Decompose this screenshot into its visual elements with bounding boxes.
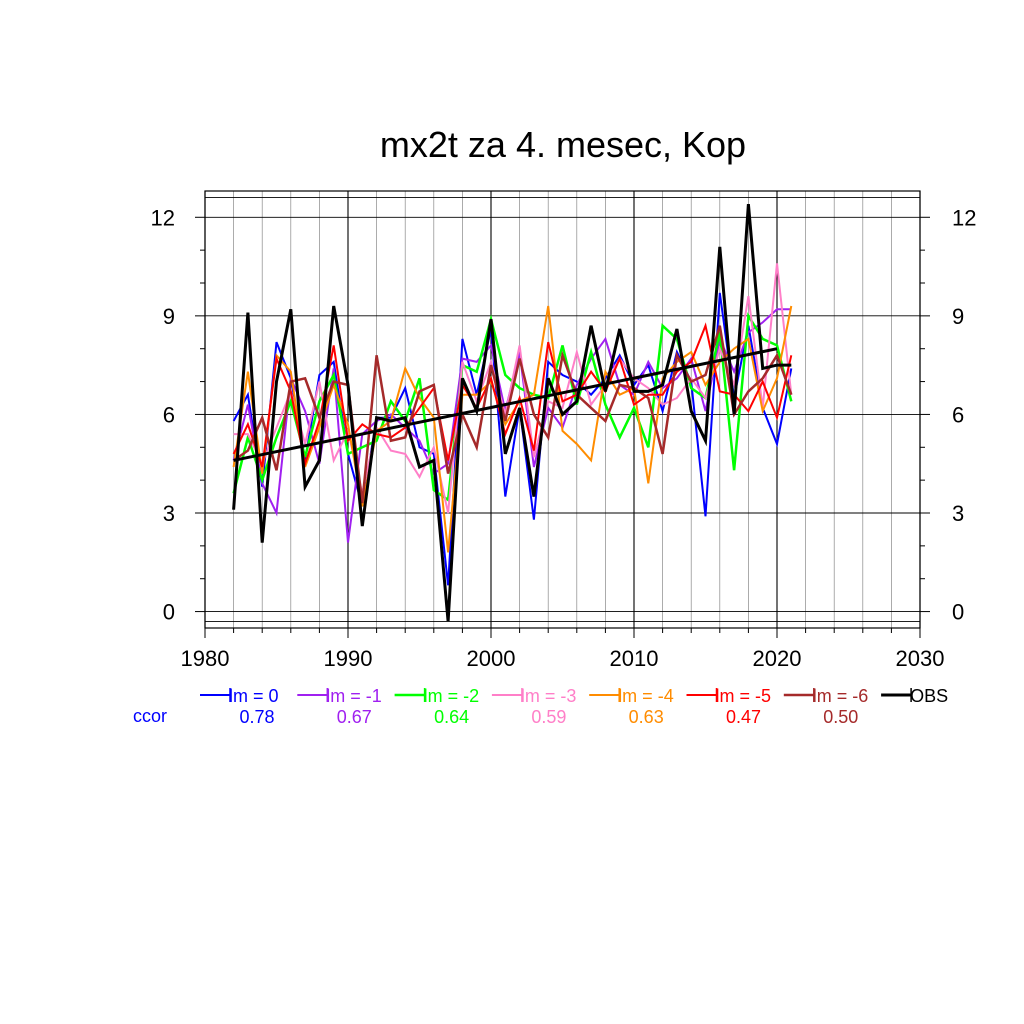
- y-tick-label: 0: [163, 600, 175, 625]
- legend-ccor-3: 0.59: [531, 707, 566, 727]
- legend-ccor-0: 0.78: [239, 707, 274, 727]
- legend-label-0: lm = 0: [229, 686, 279, 706]
- legend-ccor-6: 0.50: [823, 707, 858, 727]
- y-tick-label-right: 12: [952, 205, 976, 230]
- y-tick-label: 3: [163, 501, 175, 526]
- series-line-4: [232, 305, 793, 553]
- legend-label-6: lm = -6: [813, 686, 869, 706]
- y-tick-label-right: 9: [952, 304, 964, 329]
- legend-label-7: OBS: [910, 686, 948, 706]
- y-tick-label-right: 0: [952, 600, 964, 625]
- x-tick-label: 2010: [610, 646, 659, 671]
- legend-label-3: lm = -3: [521, 686, 577, 706]
- chart-title: mx2t za 4. mesec, Kop: [380, 124, 746, 165]
- x-tick-label: 1990: [324, 646, 373, 671]
- y-tick-label-right: 3: [952, 501, 964, 526]
- legend-label-4: lm = -4: [618, 686, 674, 706]
- x-tick-label: 2000: [467, 646, 516, 671]
- series-line-3: [233, 263, 793, 514]
- y-tick-label-right: 6: [952, 402, 964, 427]
- trend-line: [233, 347, 778, 462]
- legend-ccor-5: 0.47: [726, 707, 761, 727]
- plot-frame: [204, 190, 921, 629]
- legend-label-5: lm = -5: [716, 686, 772, 706]
- y-tick-label: 9: [163, 304, 175, 329]
- legend-ccor-2: 0.64: [434, 707, 469, 727]
- x-tick-label: 1980: [181, 646, 230, 671]
- y-tick-label: 6: [163, 402, 175, 427]
- x-tick-label: 2020: [753, 646, 802, 671]
- legend-label-2: lm = -2: [424, 686, 480, 706]
- legend-ccor-4: 0.63: [629, 707, 664, 727]
- series-line-7: [232, 203, 792, 622]
- legend-label-1: lm = -1: [326, 686, 382, 706]
- series-line-6: [232, 325, 793, 504]
- ccor-label: ccor: [133, 706, 167, 726]
- y-tick-label: 12: [151, 205, 175, 230]
- legend-ccor-1: 0.67: [337, 707, 372, 727]
- axes: 0 0 3 3 6 6 9 9 12 12 1980 1990 2000 2010 2020 2030: [151, 205, 977, 671]
- series-lines: [232, 203, 793, 622]
- x-tick-label: 2030: [896, 646, 945, 671]
